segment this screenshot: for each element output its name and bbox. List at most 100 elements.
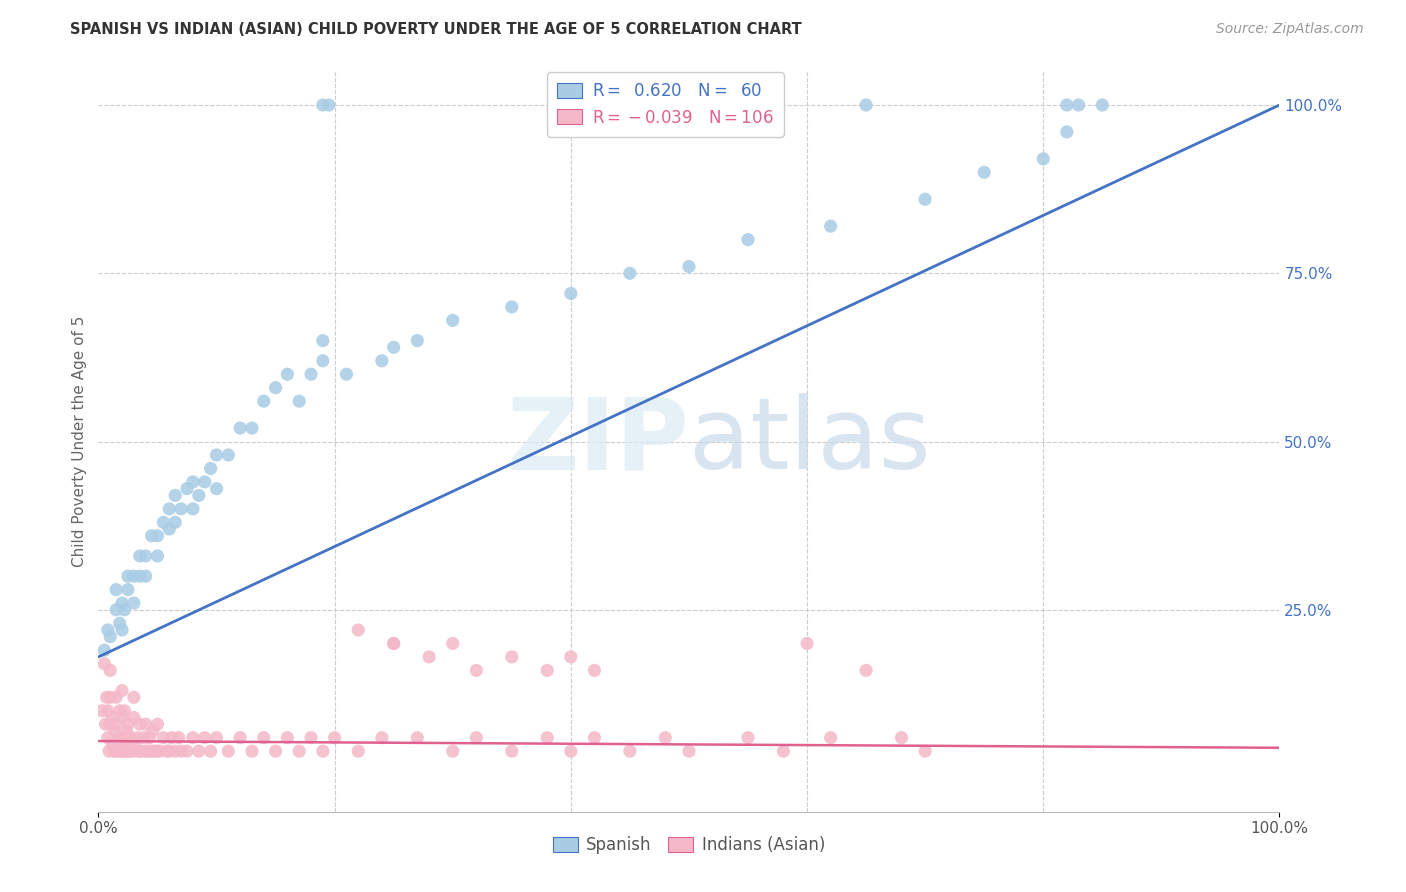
Point	[240, 744, 263, 758]
Point	[1056, 125, 1078, 139]
Point	[98, 630, 121, 644]
Point	[111, 623, 134, 637]
Point	[122, 710, 145, 724]
Point	[264, 744, 287, 758]
Point	[441, 636, 464, 650]
Point	[181, 501, 204, 516]
Point	[135, 569, 157, 583]
Point	[465, 731, 488, 745]
Point	[382, 636, 405, 650]
Point	[105, 582, 128, 597]
Point	[125, 744, 148, 758]
Point	[253, 394, 276, 409]
Point	[619, 744, 641, 758]
Point	[97, 704, 120, 718]
Point	[441, 313, 464, 327]
Point	[382, 340, 405, 354]
Point	[165, 488, 187, 502]
Point	[737, 233, 759, 247]
Point	[141, 744, 163, 758]
Point	[217, 448, 239, 462]
Point	[170, 744, 193, 758]
Point	[117, 744, 139, 758]
Point	[111, 596, 134, 610]
Point	[146, 529, 169, 543]
Point	[101, 710, 124, 724]
Point	[229, 421, 252, 435]
Point	[276, 731, 298, 745]
Point	[312, 353, 335, 368]
Point	[318, 98, 340, 112]
Point	[108, 731, 131, 745]
Point	[112, 704, 135, 718]
Point	[152, 516, 174, 530]
Point	[157, 501, 180, 516]
Point	[229, 731, 252, 745]
Point	[187, 744, 209, 758]
Point	[253, 731, 276, 745]
Point	[820, 731, 842, 745]
Point	[288, 744, 311, 758]
Point	[122, 690, 145, 705]
Point	[146, 549, 169, 563]
Point	[187, 488, 209, 502]
Text: SPANISH VS INDIAN (ASIAN) CHILD POVERTY UNDER THE AGE OF 5 CORRELATION CHART: SPANISH VS INDIAN (ASIAN) CHILD POVERTY …	[70, 22, 801, 37]
Point	[104, 723, 127, 738]
Point	[135, 549, 157, 563]
Point	[98, 744, 121, 758]
Text: Source: ZipAtlas.com: Source: ZipAtlas.com	[1216, 22, 1364, 37]
Point	[156, 744, 179, 758]
Point	[170, 501, 193, 516]
Point	[619, 266, 641, 280]
Point	[103, 744, 125, 758]
Point	[118, 744, 141, 758]
Point	[136, 744, 159, 758]
Point	[114, 744, 136, 758]
Point	[96, 690, 118, 705]
Point	[128, 744, 150, 758]
Point	[406, 334, 429, 348]
Point	[1091, 98, 1114, 112]
Point	[176, 744, 198, 758]
Point	[141, 529, 163, 543]
Point	[772, 744, 794, 758]
Point	[157, 522, 180, 536]
Point	[418, 649, 440, 664]
Point	[152, 731, 174, 745]
Point	[1056, 98, 1078, 112]
Point	[98, 690, 121, 705]
Point	[347, 623, 370, 637]
Point	[127, 731, 149, 745]
Point	[115, 723, 138, 738]
Point	[205, 448, 228, 462]
Point	[93, 643, 115, 657]
Point	[312, 98, 335, 112]
Point	[371, 353, 394, 368]
Point	[143, 744, 166, 758]
Point	[117, 717, 139, 731]
Point	[335, 368, 357, 382]
Point	[97, 731, 120, 745]
Point	[165, 744, 187, 758]
Point	[240, 421, 263, 435]
Point	[97, 623, 120, 637]
Point	[382, 636, 405, 650]
Point	[142, 723, 165, 738]
Point	[112, 731, 135, 745]
Point	[205, 482, 228, 496]
Point	[112, 603, 135, 617]
Point	[160, 731, 183, 745]
Point	[654, 731, 676, 745]
Point	[117, 569, 139, 583]
Point	[135, 744, 157, 758]
Point	[371, 731, 394, 745]
Point	[501, 649, 523, 664]
Point	[890, 731, 912, 745]
Point	[583, 664, 606, 678]
Point	[93, 657, 115, 671]
Point	[583, 731, 606, 745]
Point	[276, 368, 298, 382]
Point	[108, 616, 131, 631]
Point	[200, 744, 222, 758]
Point	[108, 704, 131, 718]
